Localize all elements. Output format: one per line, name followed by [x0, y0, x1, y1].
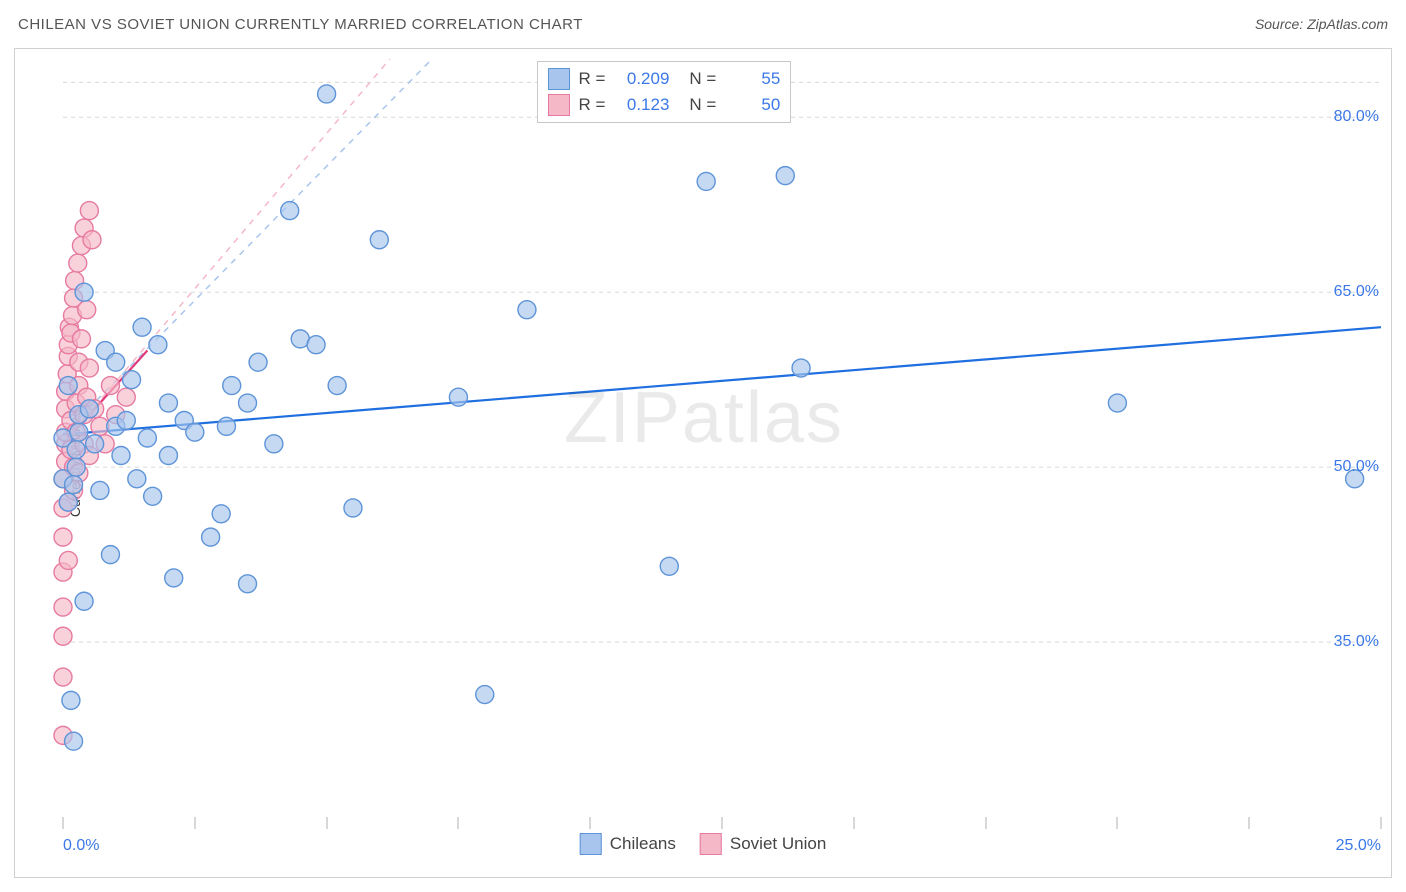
y-tick-label: 50.0% — [1334, 458, 1379, 476]
correlation-legend: R = 0.209 N = 55 R = 0.123 N = 50 — [537, 61, 791, 123]
x-tick-mark — [1249, 817, 1250, 829]
legend-swatch — [700, 833, 722, 855]
series-legend-item: Chileans — [580, 833, 676, 855]
x-tick-mark — [1381, 817, 1382, 829]
x-tick-label: 0.0% — [63, 837, 99, 855]
legend-r-value: 0.123 — [613, 95, 669, 115]
x-tick-mark — [853, 817, 854, 829]
legend-swatch — [548, 94, 570, 116]
scatter-svg — [63, 59, 1381, 817]
title-bar: CHILEAN VS SOVIET UNION CURRENTLY MARRIE… — [0, 0, 1406, 48]
x-tick-mark — [985, 817, 986, 829]
legend-n-label: N = — [689, 95, 716, 115]
x-tick-mark — [194, 817, 195, 829]
series-legend-label: Chileans — [610, 834, 676, 854]
x-tick-mark — [326, 817, 327, 829]
legend-r-label: R = — [578, 95, 605, 115]
source-label: Source: ZipAtlas.com — [1255, 16, 1388, 32]
legend-swatch — [580, 833, 602, 855]
legend-row: R = 0.123 N = 50 — [548, 92, 780, 118]
series-legend-label: Soviet Union — [730, 834, 826, 854]
legend-r-label: R = — [578, 69, 605, 89]
x-tick-mark — [722, 817, 723, 829]
x-tick-mark — [458, 817, 459, 829]
legend-row: R = 0.209 N = 55 — [548, 66, 780, 92]
y-tick-label: 35.0% — [1334, 633, 1379, 651]
plot-area: ZIPatlas — [63, 59, 1381, 817]
x-tick-label: 25.0% — [1336, 837, 1381, 855]
chart-title: CHILEAN VS SOVIET UNION CURRENTLY MARRIE… — [18, 16, 583, 33]
legend-swatch — [548, 68, 570, 90]
legend-n-value: 50 — [724, 95, 780, 115]
series-legend: Chileans Soviet Union — [580, 833, 827, 855]
legend-r-value: 0.209 — [613, 69, 669, 89]
x-tick-mark — [1117, 817, 1118, 829]
series-legend-item: Soviet Union — [700, 833, 826, 855]
legend-n-label: N = — [689, 69, 716, 89]
y-tick-label: 65.0% — [1334, 283, 1379, 301]
y-tick-label: 80.0% — [1334, 108, 1379, 126]
x-tick-mark — [590, 817, 591, 829]
legend-n-value: 55 — [724, 69, 780, 89]
plot-frame: Currently Married ZIPatlas R =0.209N =55… — [14, 48, 1392, 878]
x-tick-mark — [63, 817, 64, 829]
